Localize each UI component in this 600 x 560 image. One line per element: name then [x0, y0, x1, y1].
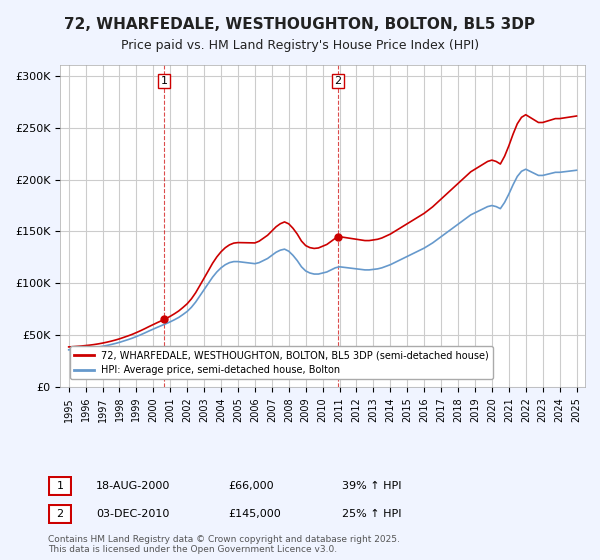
Text: Price paid vs. HM Land Registry's House Price Index (HPI): Price paid vs. HM Land Registry's House … [121, 39, 479, 52]
Text: 18-AUG-2000: 18-AUG-2000 [96, 481, 170, 491]
Text: 2: 2 [335, 76, 342, 86]
FancyBboxPatch shape [49, 505, 71, 522]
FancyBboxPatch shape [49, 477, 71, 494]
Text: 03-DEC-2010: 03-DEC-2010 [96, 509, 169, 519]
Text: 2: 2 [56, 509, 64, 519]
Text: 72, WHARFEDALE, WESTHOUGHTON, BOLTON, BL5 3DP: 72, WHARFEDALE, WESTHOUGHTON, BOLTON, BL… [65, 17, 536, 32]
Text: 1: 1 [160, 76, 167, 86]
Text: Contains HM Land Registry data © Crown copyright and database right 2025.
This d: Contains HM Land Registry data © Crown c… [48, 535, 400, 554]
Text: 25% ↑ HPI: 25% ↑ HPI [342, 509, 401, 519]
Text: 39% ↑ HPI: 39% ↑ HPI [342, 481, 401, 491]
Text: 1: 1 [56, 481, 64, 491]
Text: £145,000: £145,000 [228, 509, 281, 519]
Legend: 72, WHARFEDALE, WESTHOUGHTON, BOLTON, BL5 3DP (semi-detached house), HPI: Averag: 72, WHARFEDALE, WESTHOUGHTON, BOLTON, BL… [70, 347, 493, 379]
Text: £66,000: £66,000 [228, 481, 274, 491]
